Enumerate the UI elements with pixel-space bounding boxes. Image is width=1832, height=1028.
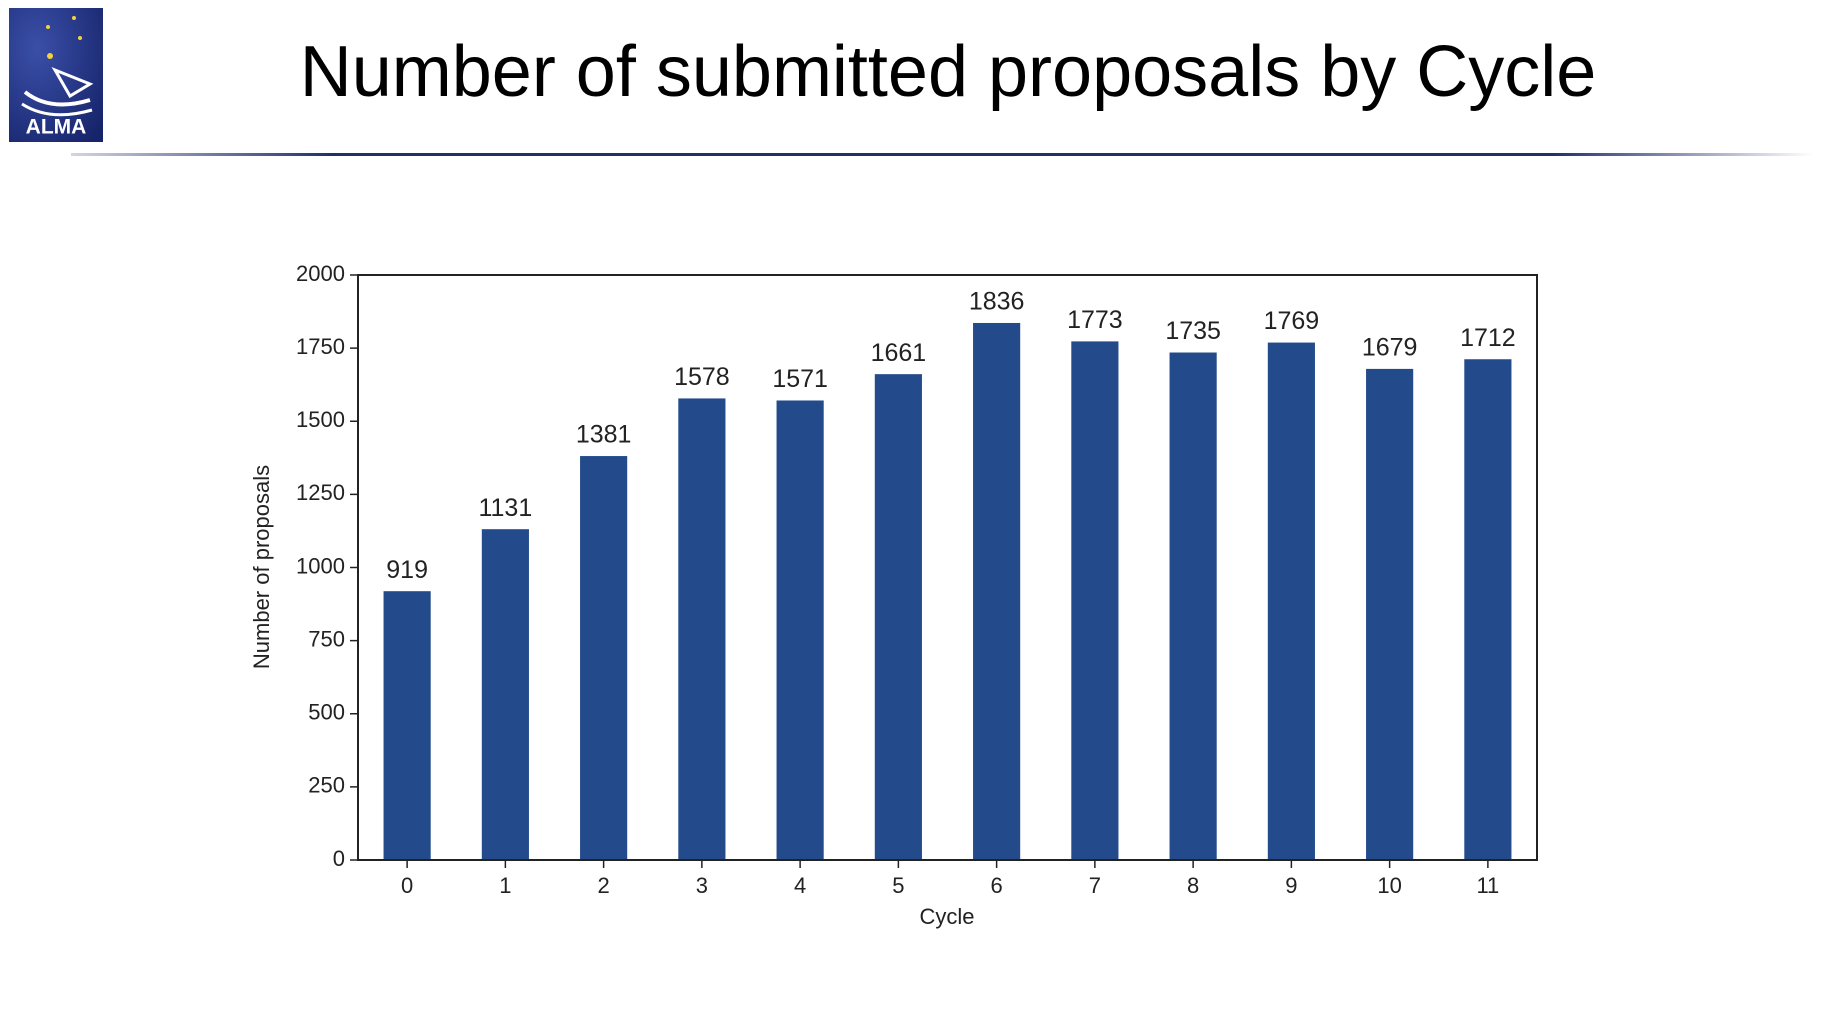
y-tick-label: 750 [308, 626, 345, 651]
x-tick-label: 10 [1377, 873, 1401, 898]
bar [1267, 342, 1315, 860]
value-label: 1773 [1067, 306, 1123, 334]
x-tick-label: 5 [892, 873, 904, 898]
value-label: 1679 [1362, 334, 1418, 362]
y-tick-label: 1500 [296, 407, 345, 432]
y-tick-label: 500 [308, 700, 345, 725]
x-tick-label: 8 [1187, 873, 1199, 898]
bar [776, 400, 824, 860]
y-tick-label: 1750 [296, 334, 345, 359]
bar [1464, 359, 1512, 860]
x-tick-label: 4 [794, 873, 806, 898]
x-tick-label: 2 [598, 873, 610, 898]
x-tick-label: 11 [1476, 873, 1499, 898]
x-tick-label: 0 [401, 873, 413, 898]
value-label: 1131 [478, 494, 532, 522]
separator [71, 153, 1813, 156]
bar [481, 529, 529, 860]
y-tick-label: 2000 [296, 261, 345, 286]
x-tick-label: 7 [1089, 873, 1101, 898]
plot-frame [357, 274, 1538, 861]
bar [580, 456, 628, 860]
x-axis-label: Cycle [919, 904, 974, 929]
bar [973, 322, 1021, 861]
bar [1366, 368, 1414, 860]
bar [678, 398, 726, 860]
x-tick-label: 6 [991, 873, 1003, 898]
value-label: 1571 [772, 365, 828, 393]
chart-title: Number of submitted proposals by Cycle [300, 32, 1597, 112]
x-tick-label: 3 [696, 873, 708, 898]
y-tick-label: 0 [333, 846, 345, 871]
bar [874, 374, 922, 860]
value-label: 1661 [871, 339, 927, 367]
value-label: 1735 [1165, 317, 1221, 345]
bar [383, 591, 431, 860]
logo: ALMA [9, 8, 103, 142]
value-label: 1712 [1460, 324, 1516, 352]
y-tick-label: 250 [308, 773, 345, 798]
bar [1071, 341, 1119, 861]
value-label: 1578 [674, 363, 730, 391]
value-label: 1769 [1264, 307, 1320, 335]
x-tick-label: 1 [499, 873, 511, 898]
value-label: 1381 [576, 421, 632, 449]
bar [1169, 352, 1217, 860]
value-label: 1836 [969, 288, 1025, 316]
x-tick-label: 9 [1285, 873, 1297, 898]
value-label: 919 [386, 556, 428, 584]
y-tick-label: 1250 [296, 480, 345, 505]
y-tick-label: 1000 [296, 553, 345, 578]
logo-text: ALMA [26, 116, 87, 139]
y-axis-label: Number of proposals [249, 465, 274, 669]
